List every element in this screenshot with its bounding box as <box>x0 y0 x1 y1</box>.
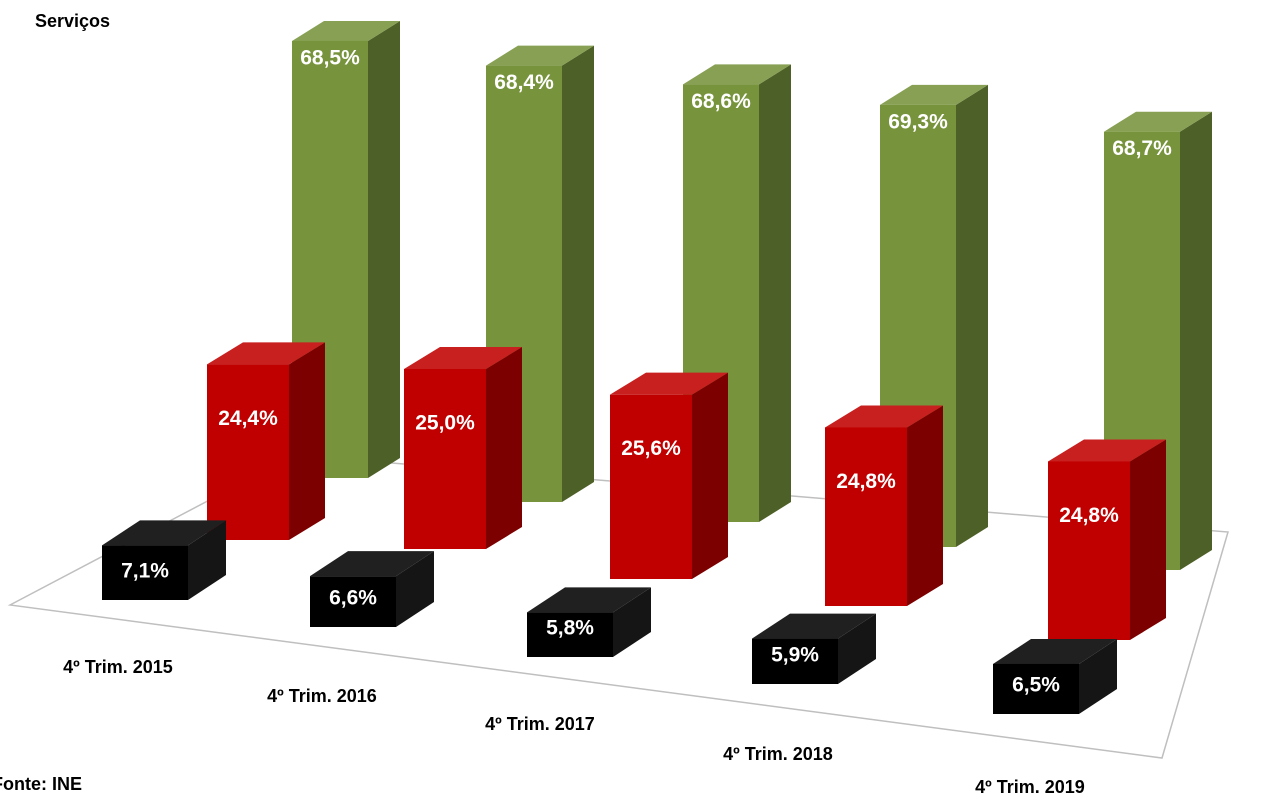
bar-top <box>527 587 651 613</box>
value-label: 68,6% <box>691 90 751 113</box>
bar <box>825 427 907 606</box>
value-label: 69,3% <box>888 110 948 133</box>
bar <box>404 369 486 549</box>
bar-top <box>993 638 1117 664</box>
value-label: 6,6% <box>329 587 377 610</box>
value-label: 68,7% <box>1112 137 1172 160</box>
bar <box>102 545 188 600</box>
bar <box>310 576 396 627</box>
bar-side <box>188 520 226 600</box>
x-tick-label: 4º Trim. 2019 <box>975 777 1085 797</box>
bar-side <box>692 372 728 579</box>
bar-side <box>1079 638 1117 714</box>
bar-top <box>683 64 791 85</box>
x-tick-label: 4º Trim. 2018 <box>723 744 833 764</box>
bar <box>207 364 289 540</box>
bar <box>993 663 1079 714</box>
bar-top <box>1104 111 1212 132</box>
bar-side <box>759 64 791 522</box>
value-label: 5,9% <box>771 644 819 667</box>
bar <box>1048 461 1130 640</box>
bar-side <box>396 551 434 627</box>
bar-top <box>102 520 226 546</box>
value-label: 7,1% <box>121 560 169 583</box>
value-label: 25,6% <box>621 437 681 460</box>
bar-top <box>292 20 400 41</box>
source: Fonte: INE <box>0 774 82 794</box>
bar-top <box>752 613 876 639</box>
series-label: Serviços <box>35 11 110 31</box>
bar-side <box>1130 439 1166 640</box>
bar-top <box>310 551 434 577</box>
bar-top <box>1048 439 1166 462</box>
bar-top <box>207 342 325 365</box>
bar-side <box>562 45 594 502</box>
bar-top <box>404 347 522 369</box>
bar-side <box>1180 111 1212 570</box>
bar <box>527 612 613 657</box>
bar-side <box>368 20 400 478</box>
bar-top <box>610 372 728 395</box>
x-tick-label: 4º Trim. 2015 <box>63 657 173 677</box>
bar-side <box>907 405 943 606</box>
value-label: 6,5% <box>1012 674 1060 697</box>
bar-side <box>956 84 988 547</box>
bar-top <box>825 405 943 428</box>
value-label: 24,8% <box>1059 504 1119 527</box>
x-tick-label: 4º Trim. 2017 <box>485 714 595 734</box>
bar <box>752 638 838 684</box>
bar-side <box>613 587 651 657</box>
bar-top <box>486 45 594 66</box>
value-label: 5,8% <box>546 617 594 640</box>
bar-side <box>486 347 522 549</box>
value-label: 24,8% <box>836 470 896 493</box>
x-tick-label: 4º Trim. 2016 <box>267 686 377 706</box>
value-label: 25,0% <box>415 412 475 435</box>
bar-side <box>289 342 325 540</box>
value-label: 24,4% <box>218 407 278 430</box>
bar-side <box>838 613 876 684</box>
value-label: 68,4% <box>494 71 554 94</box>
value-label: 68,5% <box>300 47 360 70</box>
bar-top <box>880 84 988 105</box>
bar <box>610 394 692 579</box>
